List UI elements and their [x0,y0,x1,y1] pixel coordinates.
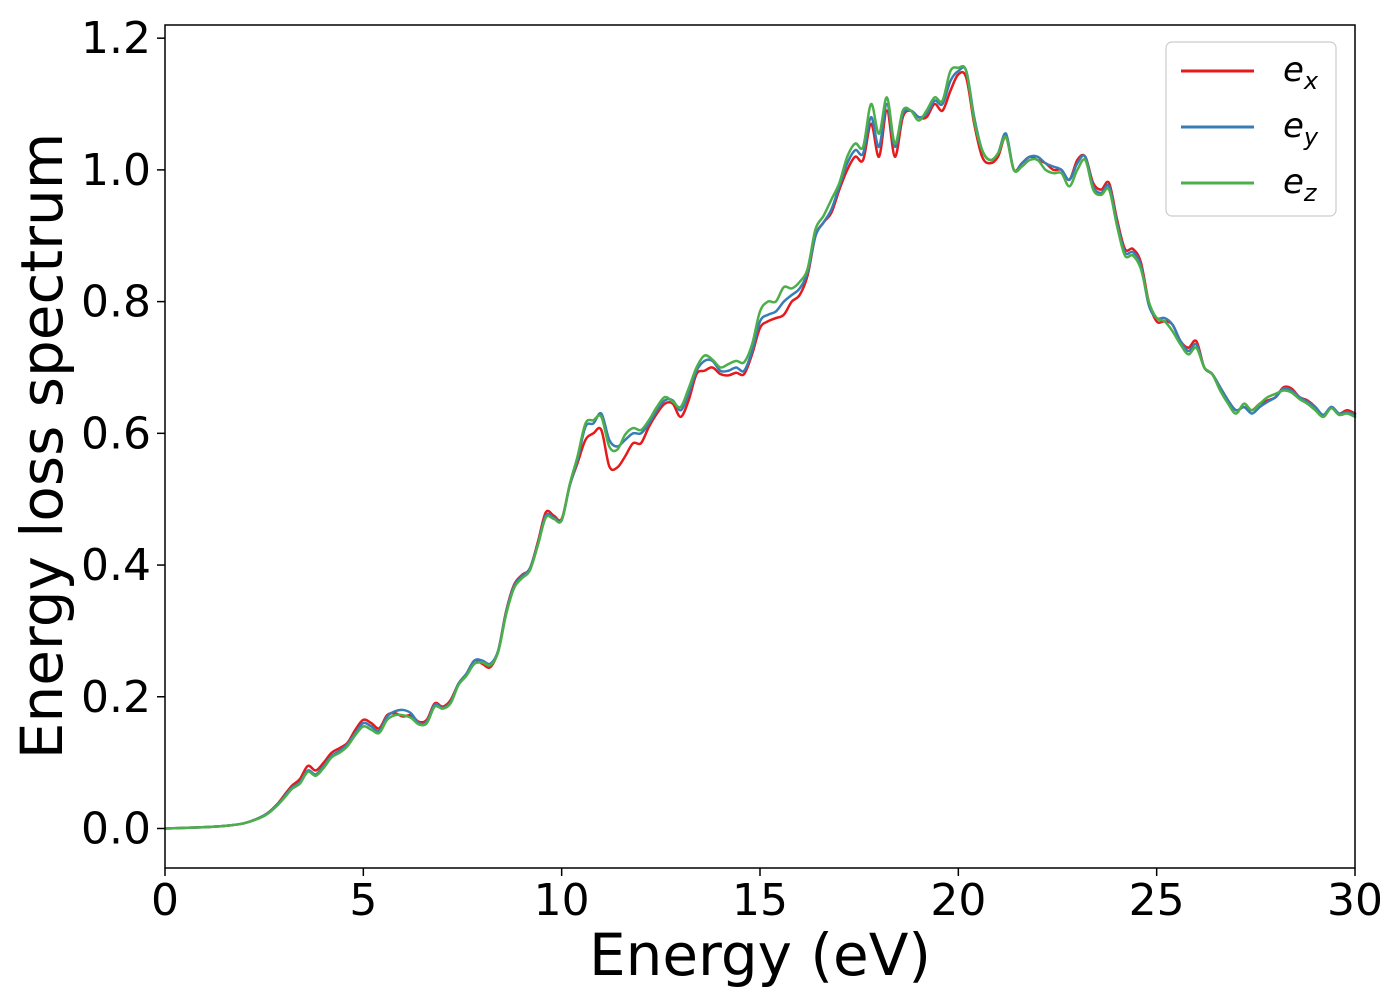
series-line-e-z [163,64,1357,830]
legend-box [1165,41,1337,217]
y-tick-label: 0.2 [81,672,151,723]
x-tick-label: 0 [151,875,179,926]
y-tick-label: 0.8 [81,277,151,328]
axis-ticks: 0 5 10 15 20 25 30 0.0 0.2 0.4 0.6 0.8 1.0 1.2 [81,13,1383,926]
x-tick-label: 30 [1327,875,1383,926]
x-tick-label: 5 [349,875,377,926]
y-tick-label: 1.0 [81,145,151,196]
series-lines [163,64,1357,830]
x-tick-label: 20 [930,875,986,926]
y-tick-label: 0.6 [81,408,151,459]
x-tick-label: 25 [1129,875,1185,926]
y-axis-label: Energy loss spectrum [8,133,76,759]
y-tick-label: 0.0 [81,803,151,854]
y-tick-label: 0.4 [81,540,151,591]
x-tick-label: 15 [732,875,788,926]
series-line-e-y [163,66,1357,830]
x-tick-label: 10 [534,875,590,926]
y-tick-label: 1.2 [81,13,151,64]
x-axis-label: Energy (eV) [589,921,931,989]
